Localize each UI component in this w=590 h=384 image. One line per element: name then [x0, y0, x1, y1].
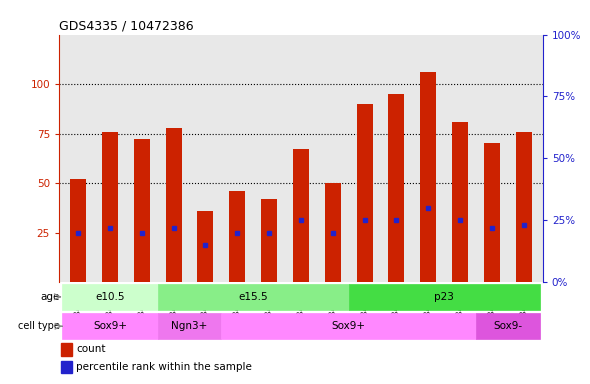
- Bar: [293, 149, 309, 282]
- Bar: [356, 104, 372, 282]
- Bar: [420, 72, 436, 282]
- Text: percentile rank within the sample: percentile rank within the sample: [76, 362, 252, 372]
- Bar: [452, 122, 468, 282]
- Bar: [158, 283, 349, 310]
- Text: e10.5: e10.5: [95, 292, 124, 302]
- Text: Sox9-: Sox9-: [493, 321, 522, 331]
- Bar: [324, 183, 340, 282]
- Text: e15.5: e15.5: [238, 292, 268, 302]
- Text: count: count: [76, 344, 106, 354]
- Text: GDS4335 / 10472386: GDS4335 / 10472386: [59, 19, 194, 32]
- Bar: [70, 179, 86, 282]
- Bar: [158, 313, 221, 339]
- Bar: [230, 191, 245, 282]
- Bar: [134, 139, 150, 282]
- Text: age: age: [40, 292, 60, 302]
- Bar: [62, 313, 158, 339]
- Bar: [61, 361, 72, 374]
- Bar: [166, 127, 182, 282]
- Bar: [61, 343, 72, 356]
- Bar: [349, 283, 540, 310]
- Bar: [221, 313, 476, 339]
- Bar: [62, 283, 158, 310]
- Bar: [484, 144, 500, 282]
- Bar: [198, 211, 214, 282]
- Bar: [476, 313, 540, 339]
- Bar: [516, 132, 532, 282]
- Text: p23: p23: [434, 292, 454, 302]
- Bar: [388, 94, 404, 282]
- Bar: [261, 199, 277, 282]
- Text: Sox9+: Sox9+: [332, 321, 366, 331]
- Text: Ngn3+: Ngn3+: [171, 321, 208, 331]
- Bar: [102, 132, 118, 282]
- Text: Sox9+: Sox9+: [93, 321, 127, 331]
- Text: cell type: cell type: [18, 321, 60, 331]
